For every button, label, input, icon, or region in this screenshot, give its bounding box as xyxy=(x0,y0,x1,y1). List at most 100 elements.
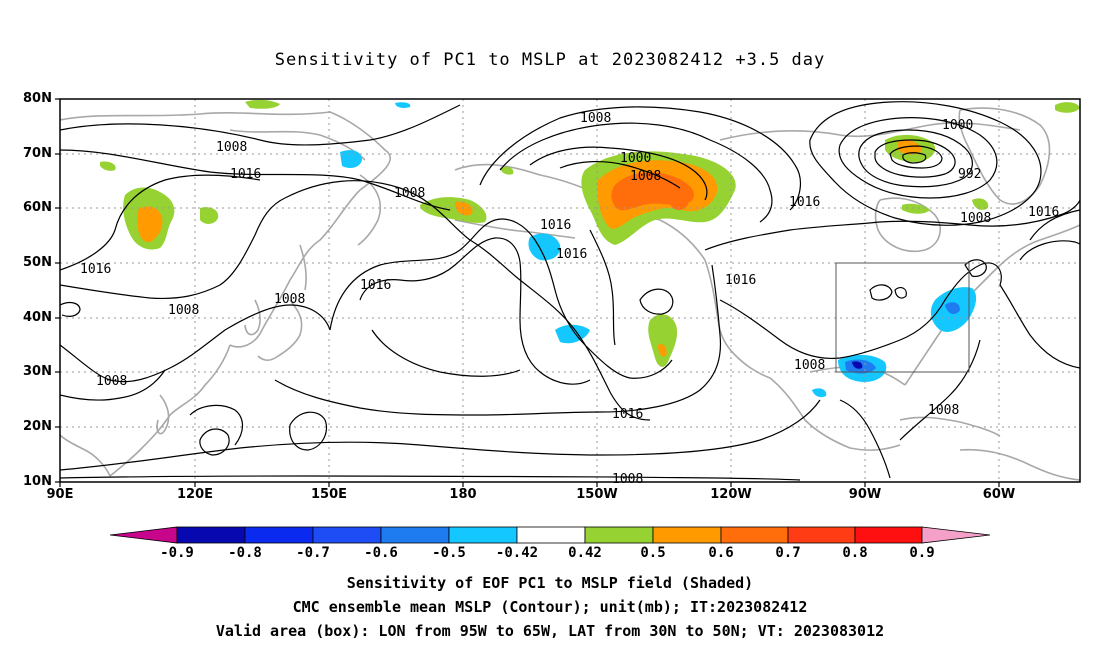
coast-hudson xyxy=(874,197,941,252)
colorbar xyxy=(109,526,991,544)
colorbar-bin xyxy=(584,526,654,544)
patch-labrador xyxy=(902,203,930,214)
contour-siberia-1016b xyxy=(60,197,286,300)
contour-label: 1008 xyxy=(394,186,425,201)
contour-label: 1016 xyxy=(725,273,756,288)
contour-greenland-low-992 xyxy=(889,145,943,169)
contour-label: 1016 xyxy=(540,218,571,233)
contour-label: 1000 xyxy=(620,151,651,166)
patch-northeast-pacific xyxy=(648,314,678,367)
contour-north-1008 xyxy=(60,104,461,146)
patch-central-siberia xyxy=(245,99,280,109)
patch-okhotsk xyxy=(340,150,362,168)
patch-quebec xyxy=(972,198,989,210)
axis-ticks xyxy=(55,98,1000,487)
patch-eastern-us-blue-core xyxy=(945,302,960,315)
lon-label: 120E xyxy=(176,487,214,502)
valid-area-box xyxy=(835,262,970,373)
patch-ne-pacific-core xyxy=(658,344,667,357)
patch-lat70-west xyxy=(100,161,116,171)
contour-pacific-high-outer xyxy=(284,180,651,421)
coast-philippines xyxy=(156,394,170,435)
colorbar-bin xyxy=(652,526,722,544)
lat-label: 10N xyxy=(23,474,52,489)
colorbar-bin xyxy=(720,526,789,544)
colorbar-label: 0.8 xyxy=(842,545,868,561)
coast-asia-east xyxy=(109,344,231,477)
contour-label: 1016 xyxy=(230,167,261,182)
contour-pacific-loop xyxy=(274,264,722,416)
contour-namerica-1016 xyxy=(704,199,1080,251)
contour-west-loop xyxy=(60,301,81,317)
contour-label: 1008 xyxy=(612,472,643,487)
lat-label: 50N xyxy=(23,255,52,270)
patch-gulf-of-alaska xyxy=(581,151,736,245)
contour-china-1008 xyxy=(60,304,331,383)
contour-tropics-loop1 xyxy=(199,428,230,456)
colorbar-bin xyxy=(854,526,923,544)
colorbar-label: 0.5 xyxy=(640,545,666,561)
contour-label: 992 xyxy=(958,167,981,182)
coastlines xyxy=(60,107,1080,481)
contour-south-1008 xyxy=(60,475,801,481)
contour-greenland-low-center xyxy=(902,152,927,164)
contour-label: 1008 xyxy=(580,111,611,126)
contour-pacific-high-1016 xyxy=(329,218,673,379)
contour-atlantic-1016 xyxy=(999,284,1080,369)
contour-canada-loop xyxy=(869,284,893,301)
caption-contour: CMC ensemble mean MSLP (Contour); unit(m… xyxy=(292,598,808,616)
colorbar-bin xyxy=(516,526,586,544)
contour-label: 1016 xyxy=(360,278,391,293)
contour-us-east-loop xyxy=(964,259,987,277)
colorbar-bin xyxy=(312,526,382,544)
contour-siberia-1016a xyxy=(60,174,261,271)
colorbar-label: 0.42 xyxy=(568,545,602,561)
lat-label: 30N xyxy=(23,364,52,379)
contour-label: 1016 xyxy=(612,407,643,422)
colorbar-label: 0.7 xyxy=(775,545,801,561)
coast-canada-east xyxy=(994,224,1080,271)
contour-label: 1008 xyxy=(96,374,127,389)
contour-label: 1008 xyxy=(168,303,199,318)
coast-mexico xyxy=(769,377,901,451)
lat-label: 70N xyxy=(23,146,52,161)
graticule xyxy=(60,99,1080,482)
contour-labels: 1008 1016 1016 1008 1008 1008 1016 1008 … xyxy=(80,111,1059,487)
colorbar-below-arrow xyxy=(109,526,178,544)
figure-title: Sensitivity of PC1 to MSLP at 2023082412… xyxy=(274,50,826,70)
colorbar-above-arrow xyxy=(921,526,991,544)
contour-alaska-low-inner xyxy=(559,160,681,189)
contour-label: 1008 xyxy=(216,140,247,155)
contour-greenland-low-1000 xyxy=(838,117,998,199)
caption-shading: Sensitivity of EOF PC1 to MSLP field (Sh… xyxy=(346,574,754,592)
coast-china xyxy=(60,434,111,477)
patch-east-siberia xyxy=(395,102,411,108)
contour-label: 1008 xyxy=(960,211,991,226)
lon-label: 120W xyxy=(710,487,752,502)
colorbar-label: -0.42 xyxy=(495,545,539,561)
contour-greenland-low-outer xyxy=(809,101,1042,226)
contour-alaska-low-outer xyxy=(479,106,802,211)
contour-label: 1008 xyxy=(274,292,305,307)
contour-ne-pacific-loop xyxy=(639,288,674,315)
colorbar-bin xyxy=(787,526,856,544)
lat-label: 60N xyxy=(23,200,52,215)
lon-label: 90W xyxy=(848,487,882,502)
contour-east-pacific-1008 xyxy=(839,399,891,479)
contour-label: 1016 xyxy=(80,262,111,277)
patch-baffin xyxy=(885,134,936,163)
contour-label: 1008 xyxy=(794,358,825,373)
lon-label: 90E xyxy=(46,487,74,502)
colorbar-label: 0.9 xyxy=(909,545,935,561)
contour-label: 1008 xyxy=(630,169,661,184)
lon-label: 150W xyxy=(576,487,618,502)
contour-namerica-1008 xyxy=(719,262,1002,360)
colorbar-label: -0.9 xyxy=(160,545,194,561)
contour-greenland-low-3 xyxy=(858,129,973,188)
contour-ne-pacific-ridge xyxy=(589,229,616,346)
colorbar-bin xyxy=(448,526,518,544)
contour-tropics-loop2 xyxy=(289,411,328,451)
contour-canada-loop2 xyxy=(894,286,907,299)
map-frame xyxy=(59,98,1081,483)
